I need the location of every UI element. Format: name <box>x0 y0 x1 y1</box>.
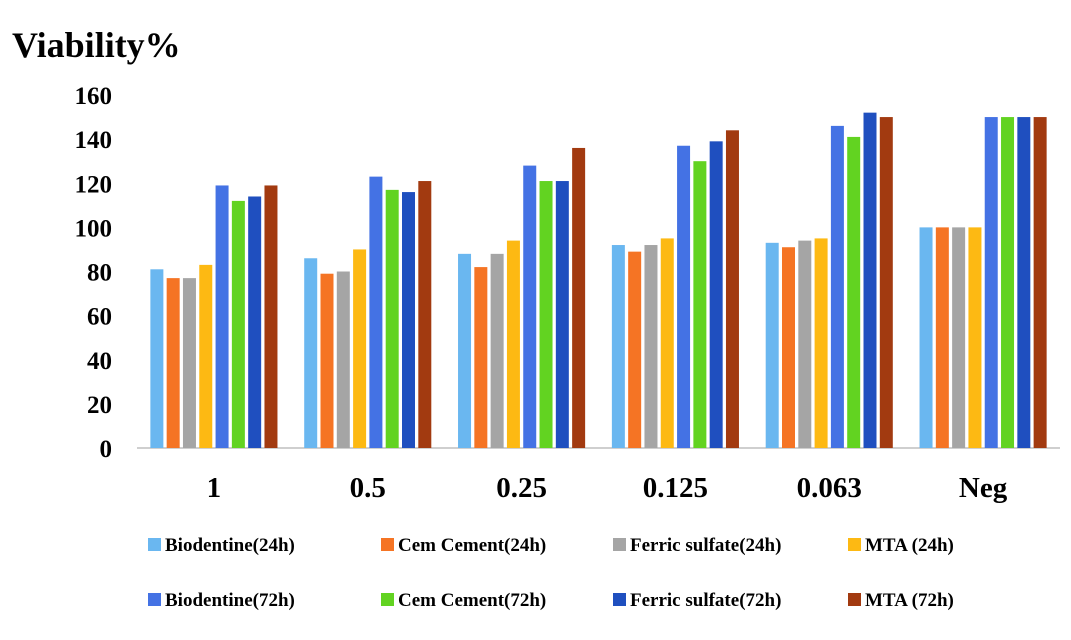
bar <box>418 181 432 448</box>
bar <box>919 227 933 448</box>
bar <box>490 253 504 448</box>
bar <box>215 185 229 449</box>
x-tick-label: 0.5 <box>350 472 386 504</box>
bar <box>572 147 586 448</box>
y-tick-label: 20 <box>87 392 112 419</box>
bar <box>952 227 966 448</box>
bar <box>555 181 569 448</box>
bar <box>847 136 861 448</box>
bar <box>385 189 399 448</box>
bar <box>199 264 213 448</box>
bar <box>628 251 642 448</box>
bar <box>336 271 350 448</box>
bar <box>1017 117 1031 448</box>
bar <box>353 249 367 448</box>
y-tick-label: 160 <box>75 83 113 110</box>
y-tick-label: 140 <box>75 127 113 154</box>
legend-label: Biodentine(72h) <box>165 590 295 611</box>
legend-label: Biodentine(24h) <box>165 535 295 556</box>
y-tick-label: 0 <box>100 436 113 463</box>
legend-label: Ferric sulfate(24h) <box>630 535 781 556</box>
y-tick-label: 100 <box>75 215 113 242</box>
bar <box>725 130 739 449</box>
x-tick-label: 1 <box>207 472 222 504</box>
bar <box>709 141 723 449</box>
legend-swatch <box>613 593 626 606</box>
bar <box>644 245 658 448</box>
legend-label: Cem Cement(24h) <box>398 535 546 556</box>
bar <box>984 117 998 448</box>
bar <box>935 227 949 448</box>
y-tick-label: 80 <box>87 260 112 287</box>
bar <box>539 181 553 448</box>
bar <box>474 267 488 448</box>
bar <box>506 240 520 448</box>
bar <box>166 278 180 448</box>
bar <box>830 125 844 448</box>
x-tick-label: 0.25 <box>496 472 547 504</box>
bar <box>660 238 674 448</box>
bar <box>369 176 383 448</box>
x-tick-label: 0.063 <box>797 472 862 504</box>
y-tick-label: 40 <box>87 348 112 375</box>
bar <box>458 253 472 448</box>
bar <box>304 258 318 448</box>
legend-swatch <box>381 538 394 551</box>
bar <box>863 112 877 449</box>
legend-label: Ferric sulfate(72h) <box>630 590 781 611</box>
bar <box>1001 117 1015 448</box>
y-axis-title: Viability% <box>12 25 181 65</box>
legend-label: MTA (24h) <box>865 535 954 556</box>
bar <box>231 200 245 448</box>
bar <box>150 269 164 448</box>
bar <box>611 245 625 448</box>
x-tick-label: Neg <box>959 472 1008 504</box>
legend-swatch <box>381 593 394 606</box>
legend-swatch <box>848 538 861 551</box>
legend-label: MTA (72h) <box>865 590 954 611</box>
bar <box>182 278 196 448</box>
bar <box>402 192 415 448</box>
x-tick-label: 0.125 <box>643 472 708 504</box>
bar <box>248 196 262 448</box>
bar <box>798 240 812 448</box>
bar <box>782 247 795 448</box>
bar <box>968 227 982 448</box>
bar <box>814 238 828 448</box>
bar <box>879 117 893 448</box>
legend-swatch <box>613 538 626 551</box>
legend-swatch <box>148 593 161 606</box>
bar <box>677 145 691 448</box>
legend-swatch <box>148 538 161 551</box>
bar <box>693 161 707 448</box>
bar <box>320 273 334 448</box>
legend-label: Cem Cement(72h) <box>398 590 546 611</box>
y-tick-label: 60 <box>87 304 112 331</box>
y-tick-label: 120 <box>75 171 113 198</box>
legend-swatch <box>848 593 861 606</box>
bar <box>523 165 537 448</box>
bar <box>765 242 779 448</box>
bar <box>264 185 278 449</box>
bar <box>1033 117 1047 448</box>
